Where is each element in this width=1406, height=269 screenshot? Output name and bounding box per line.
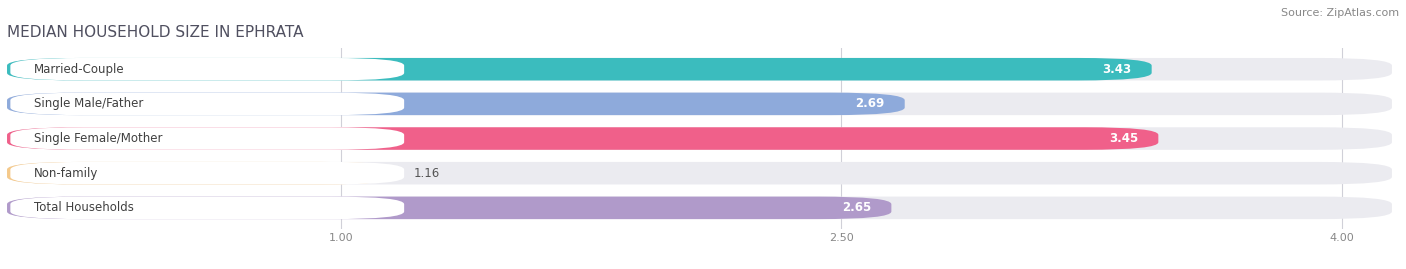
FancyBboxPatch shape (10, 93, 404, 115)
Text: 2.69: 2.69 (855, 97, 884, 110)
Text: 2.65: 2.65 (842, 201, 872, 214)
FancyBboxPatch shape (10, 58, 404, 80)
FancyBboxPatch shape (7, 93, 1392, 115)
Text: Single Female/Mother: Single Female/Mother (34, 132, 162, 145)
FancyBboxPatch shape (7, 162, 394, 185)
FancyBboxPatch shape (7, 93, 904, 115)
FancyBboxPatch shape (7, 127, 1392, 150)
FancyBboxPatch shape (10, 197, 404, 219)
Text: Source: ZipAtlas.com: Source: ZipAtlas.com (1281, 8, 1399, 18)
Text: MEDIAN HOUSEHOLD SIZE IN EPHRATA: MEDIAN HOUSEHOLD SIZE IN EPHRATA (7, 25, 304, 40)
FancyBboxPatch shape (7, 58, 1152, 80)
Text: Single Male/Father: Single Male/Father (34, 97, 143, 110)
FancyBboxPatch shape (7, 127, 1159, 150)
Text: 1.16: 1.16 (415, 167, 440, 180)
Text: Married-Couple: Married-Couple (34, 63, 124, 76)
Text: 3.45: 3.45 (1109, 132, 1139, 145)
FancyBboxPatch shape (7, 197, 891, 219)
FancyBboxPatch shape (10, 162, 404, 185)
Text: Non-family: Non-family (34, 167, 98, 180)
FancyBboxPatch shape (7, 197, 1392, 219)
FancyBboxPatch shape (7, 58, 1392, 80)
Text: 3.43: 3.43 (1102, 63, 1132, 76)
Text: Total Households: Total Households (34, 201, 134, 214)
FancyBboxPatch shape (7, 162, 1392, 185)
FancyBboxPatch shape (10, 127, 404, 150)
